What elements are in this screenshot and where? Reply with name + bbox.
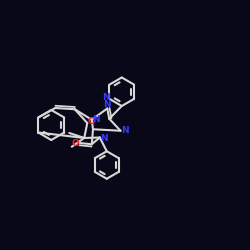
Text: N: N — [104, 100, 111, 109]
Text: N: N — [92, 115, 100, 124]
Text: N: N — [102, 93, 110, 102]
Text: O: O — [88, 117, 96, 126]
Text: N: N — [100, 134, 108, 143]
Text: O: O — [72, 138, 79, 147]
Text: N: N — [121, 126, 128, 135]
